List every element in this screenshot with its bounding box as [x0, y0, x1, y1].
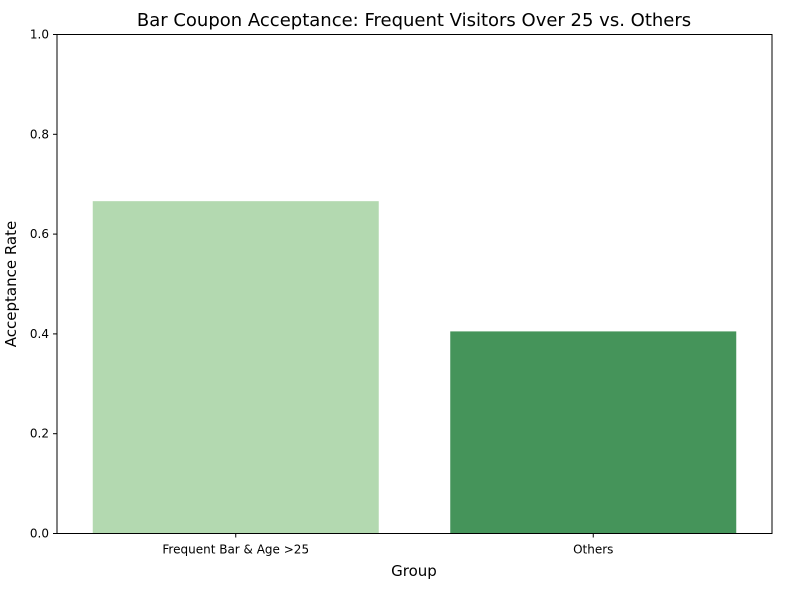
bar-frequent-bar-age-over-25 — [92, 201, 379, 534]
y-tick-label: 0.6 — [30, 227, 49, 241]
bar-others — [450, 331, 737, 534]
y-axis-label: Acceptance Rate — [2, 221, 20, 347]
y-tick-label: 0.2 — [30, 427, 49, 441]
y-tick-label: 0.8 — [30, 127, 49, 141]
x-axis-label: Group — [391, 562, 437, 580]
chart-title: Bar Coupon Acceptance: Frequent Visitors… — [137, 10, 691, 31]
plot-frame — [56, 34, 773, 534]
y-tick-label: 0.0 — [30, 527, 49, 541]
x-tick-label: Others — [573, 543, 613, 557]
x-axis: Frequent Bar & Age >25 Others — [162, 533, 613, 557]
y-axis: 0.0 0.2 0.4 0.6 0.8 1.0 — [30, 28, 57, 541]
y-tick-label: 1.0 — [30, 28, 49, 42]
bars-group — [92, 201, 737, 534]
y-tick-label: 0.4 — [30, 327, 49, 341]
x-tick-label: Frequent Bar & Age >25 — [162, 543, 309, 557]
